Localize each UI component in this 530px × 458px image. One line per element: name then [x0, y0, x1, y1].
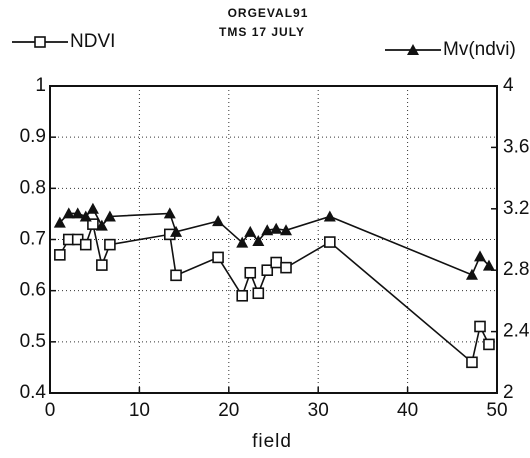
marker	[170, 269, 182, 282]
marker	[474, 320, 486, 333]
marker	[407, 44, 419, 55]
x-axis-label: field	[252, 431, 292, 452]
marker	[270, 222, 283, 234]
x-tick-label: 10	[129, 400, 150, 421]
marker	[34, 36, 46, 48]
chart-title: ORGEVAL91	[228, 6, 309, 20]
marker	[170, 225, 183, 237]
marker	[261, 264, 274, 277]
marker	[324, 236, 336, 248]
marker	[236, 289, 249, 302]
marker	[54, 249, 66, 261]
y-tick-label: 1	[35, 75, 46, 96]
marker	[323, 210, 336, 222]
marker	[244, 225, 257, 237]
marker	[252, 235, 265, 247]
y-tick-label: 0.8	[20, 177, 46, 198]
marker	[483, 338, 495, 351]
marker	[163, 207, 176, 219]
marker	[482, 259, 495, 271]
marker	[96, 259, 108, 271]
y2-tick-label: 2.4	[503, 321, 530, 342]
marker	[280, 224, 293, 236]
marker	[86, 202, 99, 214]
marker	[62, 207, 75, 219]
x-tick-label: 0	[45, 400, 56, 421]
marker	[244, 266, 257, 279]
marker	[95, 219, 108, 231]
plot-frame	[49, 85, 498, 394]
y-tick-label: 0.4	[20, 382, 47, 403]
marker	[270, 256, 282, 269]
marker	[79, 238, 92, 251]
y2-tick-label: 2.8	[503, 259, 529, 280]
marker	[87, 218, 99, 230]
marker	[474, 250, 487, 262]
y-tick-label: 0.6	[20, 280, 46, 301]
marker	[212, 251, 224, 264]
chart-subtitle: TMS 17 JULY	[219, 25, 305, 39]
marker	[212, 215, 225, 227]
legend-label: Mv(ndvi)	[443, 39, 516, 60]
y2-tick-label: 3.6	[503, 136, 529, 157]
marker	[280, 261, 292, 274]
marker	[53, 216, 66, 228]
marker	[465, 268, 478, 280]
x-tick-label: 30	[308, 400, 329, 421]
y2-tick-label: 4	[503, 75, 514, 96]
marker	[466, 356, 478, 369]
x-tick-label: 40	[397, 400, 418, 421]
x-tick-label: 50	[486, 400, 507, 421]
y-tick-label: 0.7	[20, 229, 46, 250]
y2-tick-label: 3.2	[503, 198, 529, 219]
y2-tick-label: 2	[503, 382, 514, 403]
y-tick-label: 0.5	[20, 331, 46, 352]
legend-label: NDVI	[70, 31, 115, 52]
marker	[252, 287, 265, 300]
y-tick-label: 0.9	[20, 126, 46, 147]
x-tick-label: 20	[218, 400, 239, 421]
marker	[261, 224, 274, 236]
marker	[104, 238, 116, 251]
marker	[71, 207, 84, 219]
marker	[103, 210, 116, 222]
marker	[79, 210, 92, 222]
marker	[236, 236, 249, 248]
